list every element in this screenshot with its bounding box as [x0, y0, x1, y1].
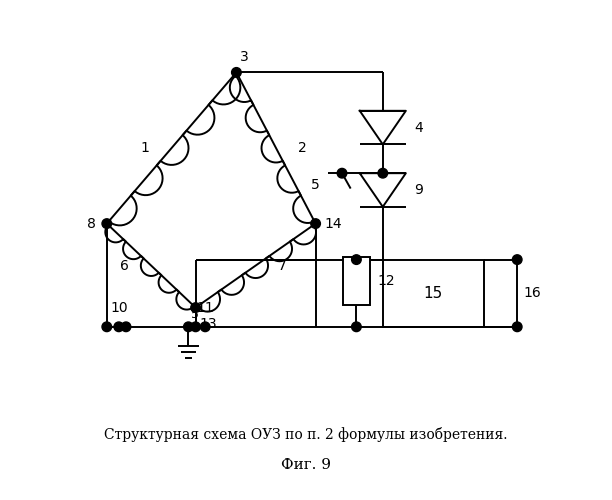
Text: 11: 11 — [196, 301, 214, 315]
Text: 8: 8 — [88, 216, 96, 230]
Text: 7: 7 — [278, 258, 286, 272]
Circle shape — [102, 219, 111, 228]
Circle shape — [337, 168, 347, 178]
Text: 1: 1 — [141, 141, 150, 155]
Circle shape — [352, 322, 361, 332]
Circle shape — [121, 322, 131, 332]
Circle shape — [191, 303, 200, 312]
Text: 4: 4 — [414, 120, 424, 134]
Text: 10: 10 — [111, 301, 129, 315]
Text: 5: 5 — [191, 308, 199, 321]
Text: Структурная схема ОУЗ по п. 2 формулы изобретения.: Структурная схема ОУЗ по п. 2 формулы из… — [104, 428, 508, 442]
Circle shape — [102, 322, 111, 332]
Circle shape — [378, 168, 387, 178]
Circle shape — [191, 322, 200, 332]
Circle shape — [352, 255, 361, 264]
Text: 3: 3 — [241, 50, 249, 64]
Circle shape — [512, 322, 522, 332]
Text: 14: 14 — [324, 216, 342, 230]
Circle shape — [114, 322, 124, 332]
Bar — [343, 257, 370, 305]
Text: 12: 12 — [377, 274, 395, 288]
Text: 5: 5 — [312, 178, 320, 192]
Text: 2: 2 — [298, 141, 307, 155]
Text: 16: 16 — [523, 286, 541, 300]
Circle shape — [231, 68, 241, 77]
Circle shape — [184, 322, 193, 332]
Bar — [382, 260, 483, 327]
Circle shape — [512, 255, 522, 264]
Text: 6: 6 — [121, 258, 129, 272]
Text: Фиг. 9: Фиг. 9 — [281, 458, 331, 472]
Text: 15: 15 — [424, 286, 443, 300]
Circle shape — [311, 219, 321, 228]
Text: 9: 9 — [414, 183, 424, 197]
Circle shape — [200, 322, 210, 332]
Text: 13: 13 — [200, 317, 217, 331]
